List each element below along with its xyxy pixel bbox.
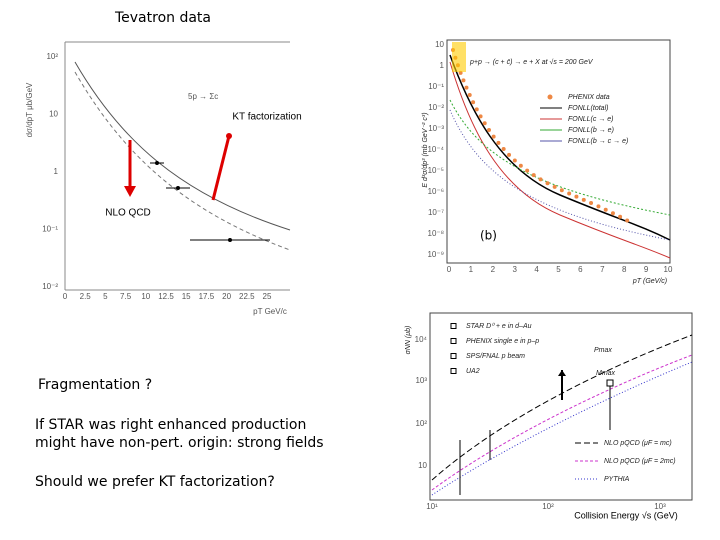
x-tick-label: 20 bbox=[222, 292, 231, 301]
plot-phenix bbox=[446, 39, 671, 264]
y-tick-label: 10⁻² bbox=[428, 103, 444, 112]
kt-label: KT factorization bbox=[232, 112, 301, 123]
y-axis-label: dσ/dpT μb/GeV bbox=[25, 82, 34, 137]
legend-label: SPS/FNAL p beam bbox=[466, 353, 525, 360]
x-tick-label: 0 bbox=[447, 265, 452, 274]
panel-label: (b) bbox=[480, 229, 497, 243]
x-tick-label: 12.5 bbox=[158, 292, 174, 301]
legend-label: STAR D⁰ + e in d–Au bbox=[466, 322, 532, 330]
x-tick-label: 10 bbox=[664, 265, 673, 274]
legend-marker bbox=[450, 338, 457, 344]
arrows bbox=[124, 133, 232, 201]
legend-marker bbox=[450, 353, 457, 359]
x-tick-label: 5 bbox=[103, 292, 108, 301]
legend: STAR D⁰ + e in d–Au PHENIX single e in p–… bbox=[450, 322, 676, 483]
legend-label: NLO pQCD (μF = 2mc) bbox=[604, 458, 676, 465]
x-tick-label: 10¹ bbox=[426, 502, 438, 511]
legend-marker bbox=[547, 94, 553, 100]
y-tick-label: 10² bbox=[46, 52, 58, 61]
legend-label: FONLL(b → c → e) bbox=[568, 138, 628, 145]
legend-label: PYTHIA bbox=[604, 476, 630, 483]
y-tick-label: 10 bbox=[49, 110, 58, 119]
y-tick-label: 1 bbox=[54, 167, 59, 176]
x-tick-label: 9 bbox=[644, 265, 649, 274]
x-tick-label: 25 bbox=[263, 292, 272, 301]
y-tick-label: 10⁻² bbox=[42, 282, 58, 291]
legend: PHENIX data FONLL(total) FONLL(c → e) FONLL… bbox=[540, 94, 628, 145]
y-tick-label: 10 bbox=[435, 40, 444, 49]
y-tick-label: 1 bbox=[440, 61, 445, 70]
x-tick-label: 4 bbox=[534, 265, 539, 274]
y-tick-label: 10⁻⁹ bbox=[427, 250, 444, 259]
title: Tevatron data bbox=[114, 10, 211, 26]
y-axis-label: E d³σ/dp³ (mb GeV⁻² c³) bbox=[422, 112, 429, 187]
x-tick-label: 10² bbox=[542, 502, 554, 511]
y-tick-label: 10⁻³ bbox=[428, 124, 444, 133]
legend-label: NLO pQCD (μF = mc) bbox=[604, 440, 672, 447]
nlo-label: NLO QCD bbox=[105, 208, 151, 219]
y-tick-label: 10⁻⁴ bbox=[427, 145, 444, 154]
x-tick-label: 8 bbox=[622, 265, 627, 274]
legend-marker bbox=[450, 368, 457, 374]
note: If STAR was right enhanced production bbox=[35, 417, 306, 433]
x-tick-label: 0 bbox=[63, 292, 68, 301]
x-axis-label: Collision Energy √s (GeV) bbox=[574, 510, 677, 520]
legend-label: FONLL(c → e) bbox=[568, 116, 614, 123]
y-tick-label: 10⁴ bbox=[415, 335, 428, 344]
x-axis-label: pT (GeV/c) bbox=[632, 278, 667, 285]
y-tick-label: 10³ bbox=[415, 376, 427, 385]
y-tick-label: 10² bbox=[415, 419, 427, 428]
legend-label: UA2 bbox=[466, 368, 480, 375]
y-tick-label: 10 bbox=[418, 461, 427, 470]
x-tick-label: 2 bbox=[491, 265, 496, 274]
y-tick-label: 10⁻¹ bbox=[42, 225, 58, 234]
process-label: p+p → (c + c̄) → e + X at √s = 200 GeV bbox=[469, 58, 594, 66]
marker-label: Pmax bbox=[594, 347, 612, 354]
legend-label: FONLL(total) bbox=[568, 105, 608, 112]
legend-label: PHENIX data bbox=[568, 94, 610, 101]
x-tick-label: 22.5 bbox=[239, 292, 255, 301]
y-tick-label: 10⁻⁶ bbox=[428, 187, 444, 196]
note: might have non-pert. origin: strong fiel… bbox=[35, 435, 324, 451]
x-tick-label: 10 bbox=[141, 292, 150, 301]
x-tick-label: 2.5 bbox=[80, 292, 92, 301]
legend-label: FONLL(b → e) bbox=[568, 127, 614, 134]
plot-energy bbox=[429, 312, 693, 501]
x-tick-label: 15 bbox=[182, 292, 191, 301]
x-tick-label: 3 bbox=[512, 265, 517, 274]
x-axis-label: pT GeV/c bbox=[253, 307, 287, 316]
legend-label: PHENIX single e in p–p bbox=[466, 338, 539, 345]
x-tick-label: 6 bbox=[578, 265, 583, 274]
note: Should we prefer KT factorization? bbox=[35, 474, 275, 490]
y-tick-label: 10⁻⁵ bbox=[428, 166, 444, 175]
y-axis-label: σNN (μb) bbox=[405, 326, 412, 355]
x-tick-label: 5 bbox=[556, 265, 561, 274]
marker-label: Mmax bbox=[596, 370, 616, 377]
plot-tevatron bbox=[64, 41, 291, 291]
x-tick-label: 17.5 bbox=[199, 292, 215, 301]
y-tick-label: 10⁻⁷ bbox=[428, 208, 444, 217]
x-tick-label: 10³ bbox=[654, 502, 666, 511]
x-tick-label: 7 bbox=[600, 265, 605, 274]
y-tick-label: 10⁻⁸ bbox=[428, 229, 445, 238]
x-tick-label: 7.5 bbox=[120, 292, 132, 301]
x-tick-label: 1 bbox=[469, 265, 474, 274]
note: Fragmentation ? bbox=[38, 377, 152, 393]
process-label: 5p → Σc bbox=[188, 92, 218, 101]
y-tick-label: 10⁻¹ bbox=[428, 82, 444, 91]
legend-marker bbox=[450, 323, 457, 329]
